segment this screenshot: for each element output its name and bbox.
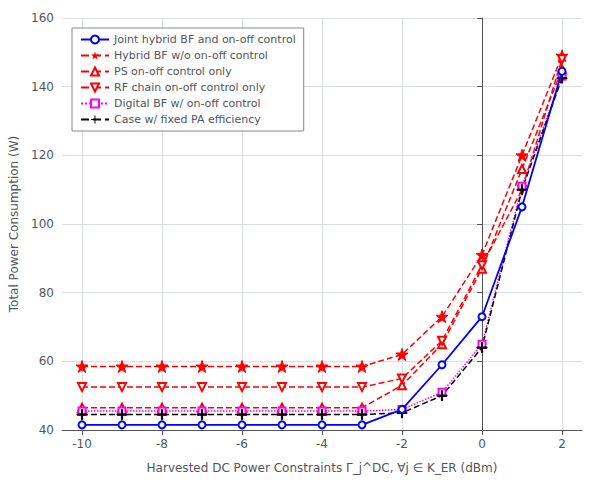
svg-text:0: 0 [478, 437, 486, 451]
svg-text:100: 100 [31, 217, 54, 231]
svg-text:60: 60 [39, 354, 54, 368]
svg-text:-10: -10 [72, 437, 92, 451]
svg-text:Hybrid BF w/o on-off control: Hybrid BF w/o on-off control [114, 49, 268, 62]
svg-text:-8: -8 [156, 437, 168, 451]
svg-text:Case w/ fixed PA efficiency: Case w/ fixed PA efficiency [114, 113, 261, 126]
svg-text:-6: -6 [236, 437, 248, 451]
svg-text:PS on-off control only: PS on-off control only [114, 65, 232, 78]
svg-text:160: 160 [31, 11, 54, 25]
svg-text:RF chain on-off control only: RF chain on-off control only [114, 81, 266, 94]
svg-text:Joint hybrid BF and on-off con: Joint hybrid BF and on-off control [113, 33, 296, 46]
svg-text:40: 40 [39, 423, 54, 437]
svg-text:Digital BF w/ on-off control: Digital BF w/ on-off control [114, 97, 261, 110]
svg-text:Total Power Consumption (W): Total Power Consumption (W) [7, 136, 21, 313]
svg-text:-2: -2 [396, 437, 408, 451]
svg-text:80: 80 [39, 286, 54, 300]
svg-text:-4: -4 [316, 437, 328, 451]
svg-text:120: 120 [31, 148, 54, 162]
svg-text:2: 2 [558, 437, 566, 451]
svg-text:Harvested DC Power Constraints: Harvested DC Power Constraints Γ_j^DC, ∀… [147, 461, 498, 475]
svg-text:140: 140 [31, 80, 54, 94]
